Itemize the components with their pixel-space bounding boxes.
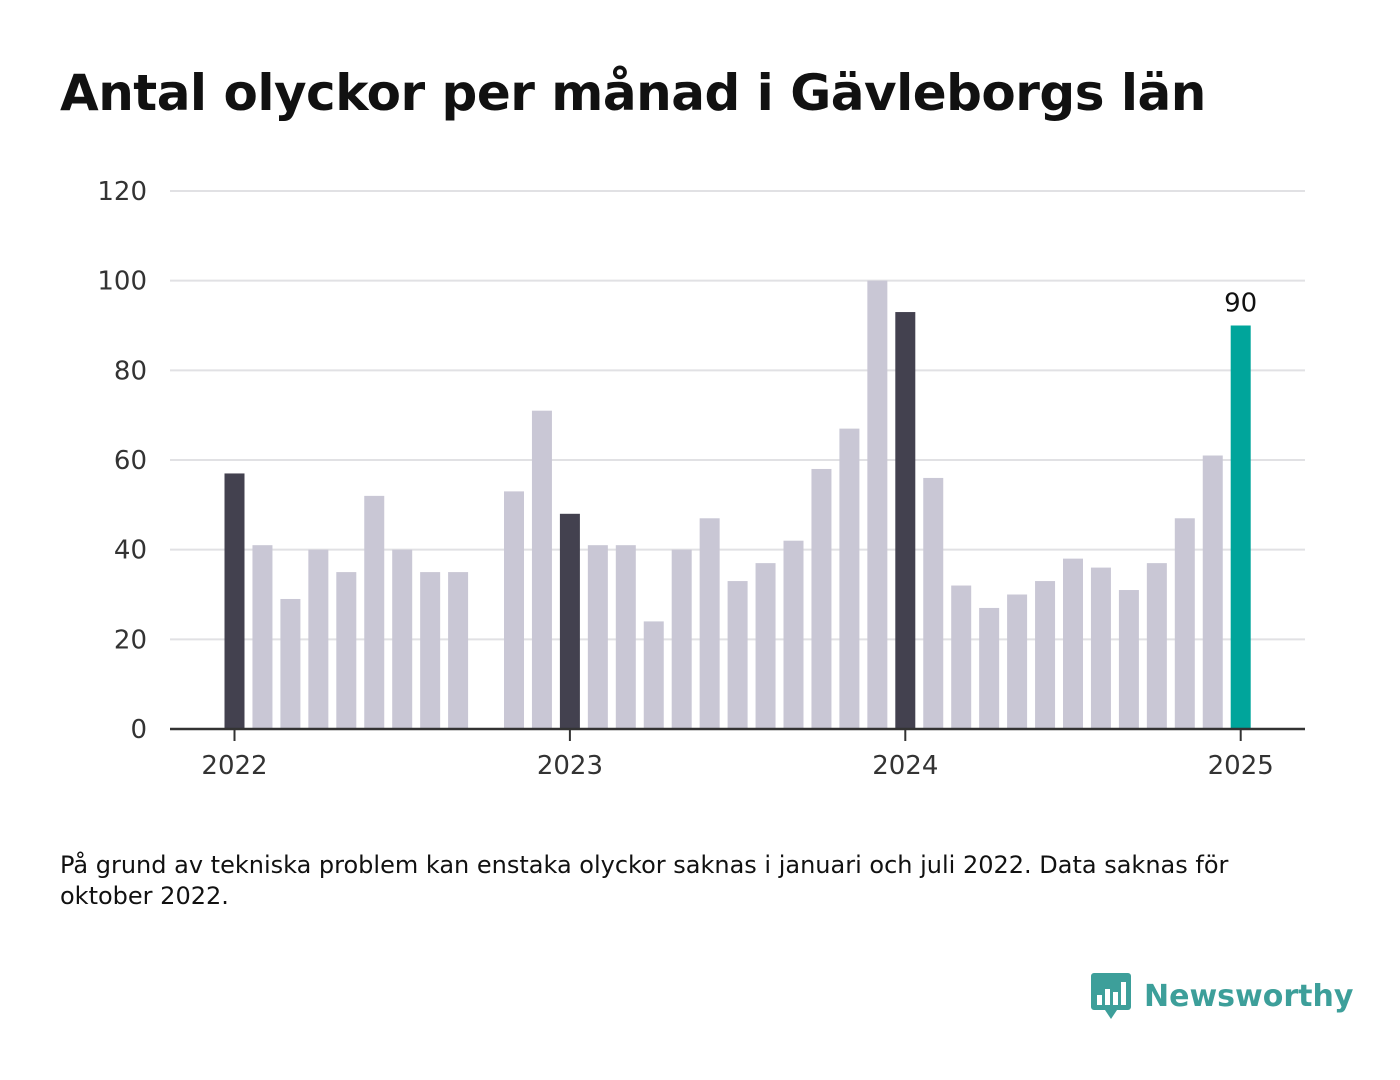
bar-2024-01 xyxy=(895,312,916,729)
gridlines xyxy=(170,190,1305,641)
bar-2023-05 xyxy=(671,549,692,729)
axis-ticks: 0 20 40 60 80 100 120 2022 2023 2024 2025 xyxy=(97,177,1273,781)
data-labels: 90 xyxy=(1224,289,1257,319)
bar-2022-12 xyxy=(531,410,552,729)
bar-2022-09 xyxy=(448,572,469,729)
bar-2023-01 xyxy=(559,513,580,729)
bar-2024-03 xyxy=(951,585,972,729)
bar-2023-10 xyxy=(811,468,832,729)
bar-2024-05 xyxy=(1007,594,1028,729)
bar-2022-01 xyxy=(224,473,245,729)
bar-2024-11 xyxy=(1174,518,1195,729)
bar-2024-10 xyxy=(1146,563,1167,729)
bar-2024-09 xyxy=(1118,590,1139,729)
chart-title: Antal olyckor per månad i Gävleborgs län xyxy=(60,64,1206,122)
y-tick-label: 120 xyxy=(97,177,147,207)
bar-2024-06 xyxy=(1035,581,1056,729)
bar-2022-04 xyxy=(308,549,329,729)
bar-2024-07 xyxy=(1063,558,1083,729)
bar-2023-11 xyxy=(839,428,860,729)
brand-name: Newsworthy xyxy=(1144,978,1354,1014)
bar-2024-04 xyxy=(979,607,1000,729)
brand-logo: Newsworthy xyxy=(1090,970,1353,1022)
bar-2023-09 xyxy=(783,540,804,729)
y-tick-label: 20 xyxy=(114,625,147,655)
newsworthy-bar-chart-icon xyxy=(1091,973,1131,1019)
bars xyxy=(224,280,1251,729)
bar-2022-08 xyxy=(420,572,441,729)
bar-2025-01 xyxy=(1230,325,1251,729)
x-tick-label: 2025 xyxy=(1208,751,1274,781)
y-tick-label: 60 xyxy=(114,446,147,476)
bar-2024-12 xyxy=(1202,455,1223,729)
bar-2022-06 xyxy=(364,495,385,729)
footnote: På grund av tekniska problem kan enstaka… xyxy=(60,851,1229,910)
bar-2022-02 xyxy=(252,545,273,729)
bar-2023-02 xyxy=(587,545,608,729)
x-tick-label: 2024 xyxy=(872,751,938,781)
bar-2023-06 xyxy=(699,518,720,729)
y-tick-label: 40 xyxy=(114,536,147,566)
bar-2024-02 xyxy=(923,477,944,729)
bar-2023-08 xyxy=(755,563,776,729)
bar-2023-04 xyxy=(643,621,664,729)
x-tick-label: 2023 xyxy=(537,751,603,781)
y-tick-label: 0 xyxy=(130,715,147,745)
data-label: 90 xyxy=(1224,289,1257,319)
bar-2022-07 xyxy=(392,549,413,729)
bar-2023-07 xyxy=(727,581,748,729)
bar-2023-03 xyxy=(615,545,636,729)
bar-2022-05 xyxy=(336,572,357,729)
bar-2022-11 xyxy=(504,491,524,729)
y-tick-label: 80 xyxy=(114,356,147,386)
bar-2023-12 xyxy=(867,280,888,729)
bar-2024-08 xyxy=(1090,567,1111,729)
y-tick-label: 100 xyxy=(97,267,147,297)
x-tick-label: 2022 xyxy=(201,751,267,781)
bar-chart: 0 20 40 60 80 100 120 2022 2023 2024 2025 90 xyxy=(97,177,1305,781)
bar-2022-03 xyxy=(280,598,301,729)
